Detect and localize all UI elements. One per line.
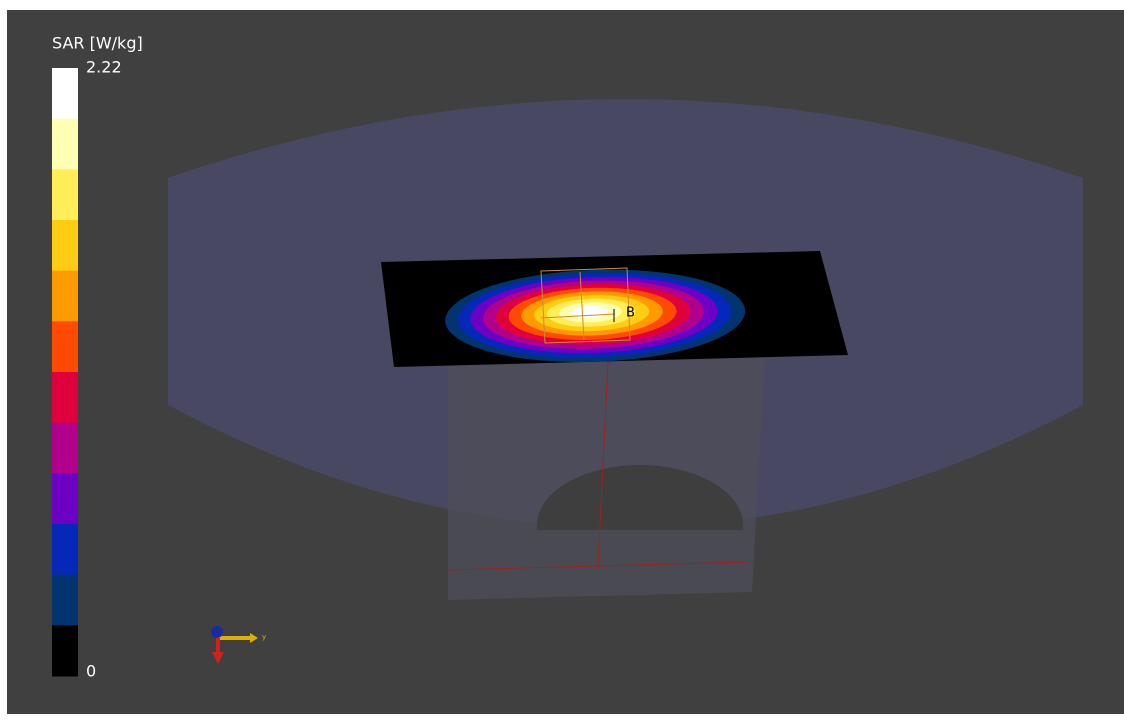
colorbar-max: 2.22 (86, 58, 122, 77)
point-label: B (626, 306, 635, 321)
colorbar-band (52, 574, 78, 626)
colorbar-band (52, 524, 78, 576)
colorbar-band (52, 473, 78, 525)
phantom-cutout (537, 465, 743, 530)
colorbar-band (52, 118, 78, 170)
colorbar-band (52, 68, 78, 120)
axis-line (597, 361, 609, 568)
colorbar-band (52, 169, 78, 221)
antenna-wireframe (540, 267, 631, 344)
colorbar-band (52, 372, 78, 424)
colorbar-band (52, 422, 78, 474)
colorbar-band (52, 321, 78, 373)
colorbar-band (52, 220, 78, 272)
axis-line (446, 561, 749, 571)
axis-label: y (262, 633, 266, 641)
axis-triad (211, 626, 258, 664)
colorbar-band (52, 625, 78, 677)
colorbar-min: 0 (86, 662, 96, 681)
colorbar (52, 68, 78, 677)
colorbar-title: SAR [W/kg] (52, 34, 143, 53)
colorbar-band (52, 270, 78, 322)
